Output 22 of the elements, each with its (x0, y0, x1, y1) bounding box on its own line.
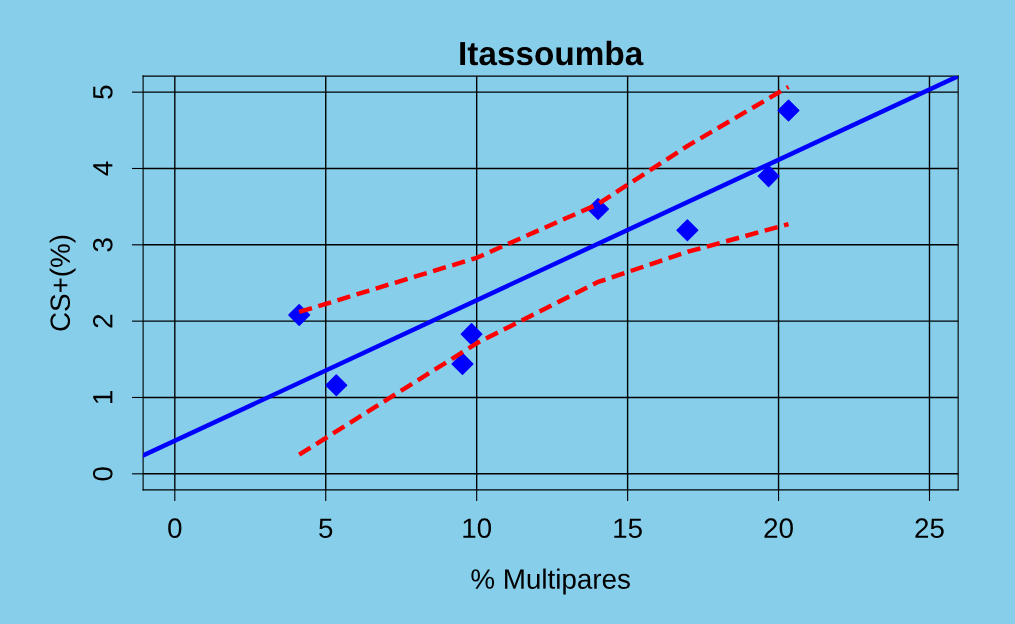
x-tick-label: 5 (319, 518, 333, 539)
line-series (296, 221, 791, 457)
point (451, 352, 474, 375)
point (777, 99, 800, 122)
point (676, 219, 699, 242)
y-tick-label: 5 (93, 85, 113, 99)
y-tick-label: 3 (92, 238, 113, 252)
x-tick-label: 25 (915, 518, 944, 539)
y-axis-title: CS+(%) (49, 235, 76, 331)
y-tick-label: 4 (93, 161, 113, 176)
point (460, 323, 483, 346)
x-axis-title: % Multipares (471, 568, 630, 595)
y-tick-label: 0 (92, 467, 113, 481)
x-tick-label: 0 (168, 518, 182, 539)
x-tick-label: 20 (764, 518, 793, 539)
point (757, 165, 780, 188)
x-tick-label: 10 (463, 518, 492, 539)
y-tick-label: 1 (93, 391, 113, 404)
y-tick-label: 2 (92, 314, 113, 328)
chart-title: Itassoumba (460, 40, 644, 66)
x-tick-label: 15 (614, 518, 642, 539)
point (325, 374, 348, 397)
